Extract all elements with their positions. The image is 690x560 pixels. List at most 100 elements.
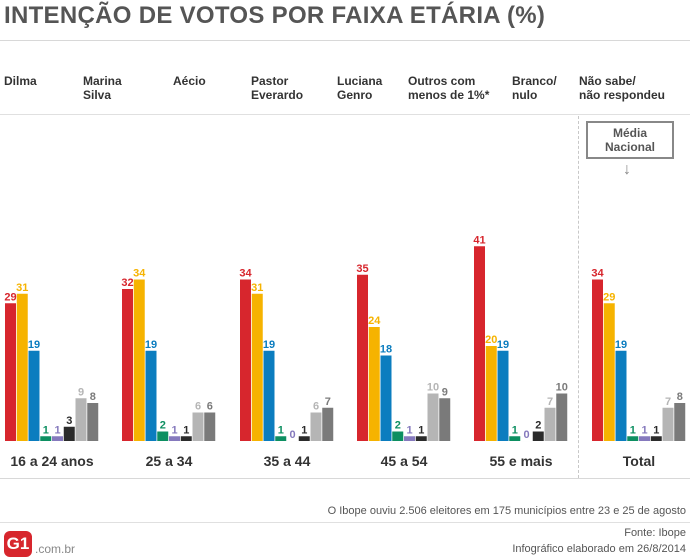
source-text: Fonte: Ibope <box>624 527 686 539</box>
data-label-luciana-genro-45-a-54: 1 <box>406 424 412 436</box>
bar-aecio-16-a-24-anos <box>28 350 40 441</box>
bar-branco-nulo-total <box>662 407 674 441</box>
data-label-marina-silva-35-a-44: 31 <box>251 282 263 294</box>
data-label-dilma-25-a-34: 32 <box>121 277 133 289</box>
bar-luciana-genro-45-a-54 <box>404 436 415 441</box>
bar-pastor-everaldo-25-a-34 <box>157 431 169 441</box>
data-label-luciana-genro-55-e-mais: 0 <box>523 429 529 441</box>
data-label-dilma-16-a-24-anos: 29 <box>4 291 16 303</box>
data-label-outros-com-menos-de-1-16-a-24-anos: 3 <box>66 415 72 427</box>
bar-marina-silva-25-a-34 <box>133 279 145 441</box>
data-label-outros-com-menos-de-1-45-a-54: 1 <box>418 424 424 436</box>
g1-logo-suffix: .com.br <box>35 542 76 556</box>
data-label-outros-com-menos-de-1-total: 1 <box>653 424 659 436</box>
data-label-aecio-45-a-54: 18 <box>380 344 392 356</box>
data-label-luciana-genro-total: 1 <box>641 424 647 436</box>
data-label-dilma-total: 34 <box>591 268 604 280</box>
bar-branco-nulo-35-a-44 <box>310 412 322 441</box>
bar-branco-nulo-16-a-24-anos <box>75 398 87 441</box>
bar-aecio-55-e-mais <box>497 350 509 441</box>
category-label-45-a-54: 45 a 54 <box>381 453 428 469</box>
data-label-outros-com-menos-de-1-55-e-mais: 2 <box>535 420 541 432</box>
category-label-total: Total <box>623 453 655 469</box>
bar-pastor-everaldo-35-a-44 <box>275 436 287 441</box>
data-label-branco-nulo-45-a-54: 10 <box>427 382 439 394</box>
chart-title: INTENÇÃO DE VOTOS POR FAIXA ETÁRIA (%) <box>4 2 546 29</box>
legend-item-outros: Outros com menos de 1%* <box>408 74 490 102</box>
data-label-dilma-35-a-44: 34 <box>239 268 252 280</box>
bar-dilma-total <box>592 279 603 441</box>
bar-dilma-45-a-54 <box>357 274 368 441</box>
bar-nao-sabe-nao-respondeu-45-a-54 <box>439 398 451 441</box>
bar-marina-silva-35-a-44 <box>251 293 263 441</box>
category-label-25-a-34: 25 a 34 <box>146 453 193 469</box>
bar-pastor-everaldo-total <box>627 436 639 441</box>
data-label-dilma-45-a-54: 35 <box>356 263 368 275</box>
data-label-nao-sabe-nao-respondeu-25-a-34: 6 <box>207 401 213 413</box>
category-label-55-e-mais: 55 e mais <box>489 453 552 469</box>
category-label-16-a-24-anos: 16 a 24 anos <box>10 453 93 469</box>
bar-nao-sabe-nao-respondeu-35-a-44 <box>322 407 334 441</box>
bar-marina-silva-45-a-54 <box>368 327 380 441</box>
data-label-nao-sabe-nao-respondeu-35-a-44: 7 <box>325 396 331 408</box>
bar-branco-nulo-55-e-mais <box>544 407 556 441</box>
data-label-luciana-genro-16-a-24-anos: 1 <box>54 424 60 436</box>
bar-pastor-everaldo-45-a-54 <box>392 431 404 441</box>
survey-note: O Ibope ouviu 2.506 eleitores em 175 mun… <box>327 505 686 517</box>
data-label-outros-com-menos-de-1-25-a-34: 1 <box>183 424 189 436</box>
data-label-pastor-everaldo-35-a-44: 1 <box>278 424 284 436</box>
bar-outros-com-menos-de-1-35-a-44 <box>298 436 310 441</box>
g1-logo[interactable]: G1 <box>4 531 32 557</box>
data-label-outros-com-menos-de-1-35-a-44: 1 <box>301 424 307 436</box>
media-nacional-box: Média Nacional <box>586 121 674 159</box>
credit-text: Infográfico elaborado em 26/8/2014 <box>512 543 686 555</box>
bar-luciana-genro-25-a-34 <box>169 436 180 441</box>
bar-aecio-25-a-34 <box>145 350 157 441</box>
legend-item-marina-silva: Marina Silva <box>83 74 122 102</box>
title-divider <box>0 40 690 41</box>
bar-outros-com-menos-de-1-55-e-mais <box>532 431 544 441</box>
data-label-branco-nulo-55-e-mais: 7 <box>547 396 553 408</box>
bar-nao-sabe-nao-respondeu-16-a-24-anos <box>87 403 99 441</box>
bar-marina-silva-total <box>603 303 615 441</box>
bar-dilma-35-a-44 <box>240 279 251 441</box>
legend-item-pastor-everaldo: Pastor Everardo <box>251 74 304 102</box>
data-label-luciana-genro-25-a-34: 1 <box>171 424 177 436</box>
data-label-branco-nulo-35-a-44: 6 <box>313 401 319 413</box>
bar-pastor-everaldo-16-a-24-anos <box>40 436 52 441</box>
bar-branco-nulo-25-a-34 <box>192 412 204 441</box>
bar-dilma-55-e-mais <box>474 246 485 441</box>
bar-nao-sabe-nao-respondeu-25-a-34 <box>204 412 216 441</box>
category-label-35-a-44: 35 a 44 <box>264 453 311 469</box>
bar-outros-com-menos-de-1-total <box>650 436 662 441</box>
data-label-marina-silva-total: 29 <box>603 291 615 303</box>
data-label-pastor-everaldo-16-a-24-anos: 1 <box>43 424 49 436</box>
bar-marina-silva-55-e-mais <box>485 346 497 441</box>
bar-dilma-25-a-34 <box>122 289 133 441</box>
bar-nao-sabe-nao-respondeu-55-e-mais <box>556 393 568 441</box>
chart-bottom-divider <box>0 478 690 479</box>
data-label-marina-silva-55-e-mais: 20 <box>485 334 497 346</box>
legend-item-dilma: Dilma <box>4 74 37 88</box>
data-label-aecio-55-e-mais: 19 <box>497 339 509 351</box>
bar-outros-com-menos-de-1-45-a-54 <box>415 436 427 441</box>
bar-marina-silva-16-a-24-anos <box>16 293 28 441</box>
legend-item-nao-sabe: Não sabe/ não respondeu <box>579 74 666 102</box>
data-label-marina-silva-25-a-34: 34 <box>133 268 146 280</box>
data-label-luciana-genro-35-a-44: 0 <box>289 429 295 441</box>
data-label-aecio-16-a-24-anos: 19 <box>28 339 40 351</box>
note-divider <box>0 522 690 523</box>
data-label-branco-nulo-25-a-34: 6 <box>195 401 201 413</box>
total-separator <box>578 116 579 478</box>
legend-item-luciana-genro: Luciana Genro <box>337 74 383 102</box>
bar-branco-nulo-45-a-54 <box>427 393 439 441</box>
down-arrow-icon: ↓ <box>623 161 631 178</box>
bar-dilma-16-a-24-anos <box>5 303 16 441</box>
data-label-nao-sabe-nao-respondeu-16-a-24-anos: 8 <box>90 391 96 403</box>
data-label-branco-nulo-16-a-24-anos: 9 <box>78 386 84 398</box>
data-label-pastor-everaldo-45-a-54: 2 <box>395 420 401 432</box>
